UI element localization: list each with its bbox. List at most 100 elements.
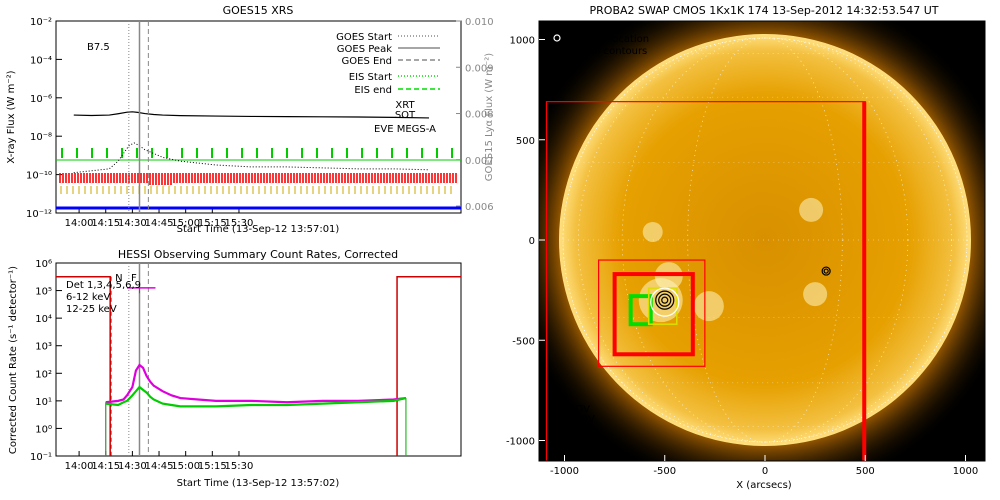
- rhessi-contour: [658, 293, 672, 307]
- swap-x-tick-label: -500: [653, 466, 676, 477]
- hessi-legend-label: 6-12 keV: [66, 292, 110, 303]
- hessi-x-tick-label: 14:45: [145, 461, 174, 472]
- hessi-plot-frame: [55, 262, 462, 457]
- hessi-series-line: [105, 363, 407, 404]
- swap-y-tick-label: -500: [512, 336, 535, 347]
- goes-y-tick-right-label: 0.006: [465, 202, 494, 213]
- active-region: [799, 197, 824, 222]
- swap-axes: -1000 -500 0 500 1000 1000 500 0 -500 -1000: [506, 36, 978, 478]
- swap-fov-legend-label: XRT FOV: [551, 424, 594, 435]
- hessi-panel: HESSI Observing Summary Count Rates, Cor…: [8, 248, 462, 489]
- goes-x-tick-label: 14:00: [65, 218, 94, 229]
- hessi-ylabel: Corrected Count Rate (s⁻¹ detector⁻¹): [8, 266, 19, 454]
- goes-y-tick-label: 10⁻⁶: [30, 94, 52, 105]
- goes-annotation: B7.5: [87, 42, 110, 53]
- eis-fov: [628, 294, 653, 327]
- hessi-marker-label: F: [131, 273, 137, 284]
- swap-x-tick-label: 0: [762, 466, 768, 477]
- hessi-night-step-right: [396, 276, 461, 456]
- active-region: [803, 282, 828, 307]
- goes-legend-label: EIS Start: [349, 72, 392, 83]
- swap-y-tick-label: -1000: [506, 437, 535, 448]
- hessi-x-tick-label: 14:15: [91, 461, 120, 472]
- hessi-title: HESSI Observing Summary Count Rates, Cor…: [118, 248, 398, 261]
- goes-x-tick-label: 14:15: [91, 218, 120, 229]
- goes-legend-label: GOES End: [342, 56, 392, 67]
- swap-y-tick-label: 500: [516, 136, 535, 147]
- goes-x-tick-label: 15:15: [198, 218, 227, 229]
- swap-longitude-line: [621, 37, 909, 443]
- goes-x-tick-label: 14:30: [118, 218, 147, 229]
- swap-x-tick-label: -1000: [550, 466, 579, 477]
- goes-ylabel-right: GOES15 Lyα Flux (W m⁻²): [484, 53, 495, 181]
- goes-legend-label: EVE MEGS-A: [374, 124, 436, 135]
- rhessi-contour: [823, 268, 829, 274]
- goes-legend-label: XRT: [395, 100, 415, 111]
- goes-series-line: [73, 111, 430, 119]
- goes-y-tick-right-label: 0.008: [465, 110, 494, 121]
- hessi-x-tick-label: 14:30: [118, 461, 147, 472]
- hessi-night-step-left: [56, 276, 111, 456]
- sun-disk: [559, 34, 971, 446]
- goes-series-line: [73, 142, 430, 174]
- goes-legend-label: GOES Start: [336, 32, 392, 43]
- swap-x-tick-label: 500: [856, 466, 875, 477]
- rhessi-contour: [661, 296, 669, 304]
- goes-y-tick-label: 10⁻⁴: [30, 55, 52, 66]
- goes-xlabel: Start Time (13-Sep-12 13:57:01): [177, 224, 340, 235]
- swap-longitude-line: [562, 37, 968, 443]
- active-region: [693, 291, 724, 322]
- goes-y-tick-right-label: 0.009: [465, 63, 494, 74]
- hessi-marker-label: N: [115, 273, 122, 284]
- swap-fov-legend-label: SOT FOV: [551, 414, 595, 425]
- hessi-y-tick-label: 10⁴: [35, 314, 52, 325]
- goes-y-tick-right-label: 0.007: [465, 156, 494, 167]
- hessi-legend-label: Det 1,3,4,5,6,9: [66, 280, 141, 291]
- goes-title: GOES15 XRS: [223, 4, 294, 17]
- swap-image: [539, 21, 985, 461]
- goes-legend-label: SOT: [395, 110, 416, 121]
- hessi-xlabel: Start Time (13-Sep-12 13:57:02): [177, 478, 340, 489]
- swap-legend-label: RHESSI contours: [564, 46, 647, 57]
- hessi-x-tick-label: 15:15: [198, 461, 227, 472]
- goes-y-tick-label: 10⁻¹⁰: [26, 171, 52, 182]
- swap-x-tick-label: 1000: [953, 466, 978, 477]
- goes-ylabel: X-ray Flux (W m⁻²): [6, 70, 17, 163]
- goes-y-tick-right-label: 0.010: [465, 17, 494, 28]
- goes-y-tick-label: 10⁻⁸: [30, 132, 52, 143]
- hessi-series-line: [105, 385, 407, 408]
- goes-legend-label: GOES Peak: [337, 44, 392, 55]
- hessi-x-tick-label: 14:00: [65, 461, 94, 472]
- swap-legend-symbol: [553, 46, 561, 54]
- hessi-y-tick-label: 10⁶: [35, 259, 52, 270]
- hessi-y-tick-label: 10³: [35, 342, 52, 353]
- rhessi-contour: [821, 266, 831, 276]
- sot-fov-outer: [597, 259, 706, 367]
- swap-fov-legend-label: EIS FOV: [551, 404, 590, 415]
- swap-longitude-line: [687, 37, 843, 443]
- xrt-fov-small: [612, 272, 695, 357]
- swap-y-tick-label: 0: [529, 236, 535, 247]
- hessi-y-tick-label: 10⁻¹: [30, 452, 52, 463]
- hessi-x-tick-label: 15:30: [225, 461, 254, 472]
- goes-panel: GOES15 XRS 14:0014:1514:3014:4515:0015:1…: [6, 4, 495, 235]
- swap-xlabel: X (arcsecs): [736, 480, 792, 491]
- swap-legend-label: AIA flare location: [564, 34, 649, 45]
- hessi-y-tick-label: 10⁰: [35, 424, 52, 435]
- hessi-y-tick-label: 10²: [35, 369, 52, 380]
- swap-title: PROBA2 SWAP CMOS 1Kx1K 174 13-Sep-2012 1…: [590, 4, 939, 17]
- hessi-legend-label: 12-25 keV: [66, 304, 117, 315]
- swap-legend-symbol: [553, 34, 561, 42]
- swap-frame: [538, 20, 986, 462]
- hessi-x-tick-label: 15:00: [171, 461, 200, 472]
- rhessi-contour: [655, 290, 675, 310]
- hessi-y-tick-label: 10¹: [35, 397, 52, 408]
- swap-panel: PROBA2 SWAP CMOS 1Kx1K 174 13-Sep-2012 1…: [506, 4, 986, 491]
- active-region: [654, 262, 683, 291]
- aia-flare-location: [650, 287, 680, 317]
